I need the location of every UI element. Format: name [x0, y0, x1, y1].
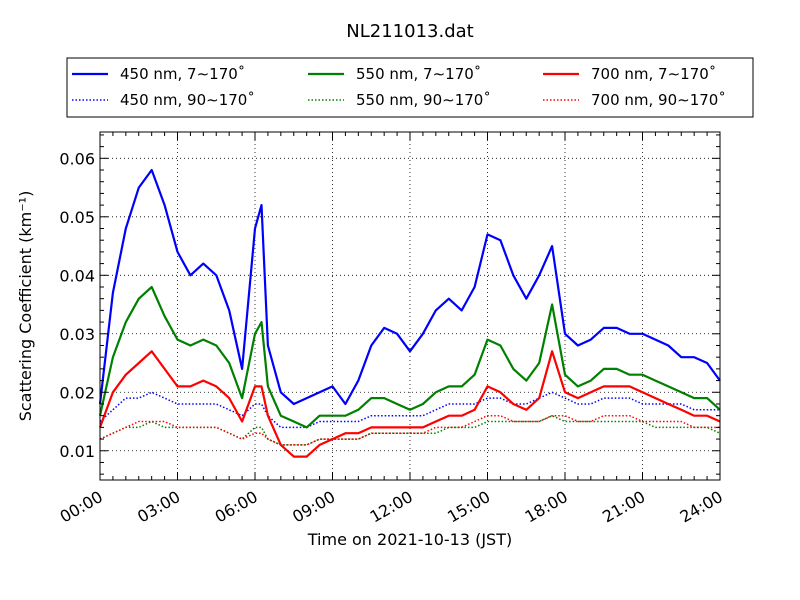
y-tick-label: 0.03 — [59, 325, 95, 344]
series-layer — [98, 168, 721, 458]
series-line — [98, 285, 721, 429]
legend-label: 700 nm, 7∼170˚ — [591, 65, 716, 83]
series-line — [98, 168, 721, 406]
y-tick-label: 0.01 — [59, 442, 95, 461]
legend-label: 700 nm, 90∼170˚ — [591, 91, 726, 109]
y-tick-label: 0.06 — [59, 149, 95, 168]
legend: 450 nm, 7∼170˚ 450 nm, 90∼170˚ 550 nm, 7∼1… — [66, 57, 754, 118]
ticks — [99, 132, 721, 480]
legend-label: 550 nm, 7∼170˚ — [356, 65, 481, 83]
x-axis-label: Time on 2021-10-13 (JST) — [307, 530, 512, 549]
series-line — [99, 391, 720, 429]
series-line — [98, 350, 721, 458]
y-tick-label: 0.04 — [59, 266, 95, 285]
y-tick-label: 0.02 — [59, 383, 95, 402]
legend-label: 450 nm, 7∼170˚ — [120, 65, 245, 83]
chart-title: NL211013.dat — [346, 21, 473, 42]
y-tick-label: 0.05 — [59, 208, 95, 227]
series-line — [99, 414, 720, 446]
y-axis-label: Scattering Coefficient (km⁻¹) — [16, 191, 35, 422]
grid — [99, 132, 721, 480]
legend-label: 550 nm, 90∼170˚ — [356, 91, 491, 109]
legend-label: 450 nm, 90∼170˚ — [120, 91, 255, 109]
